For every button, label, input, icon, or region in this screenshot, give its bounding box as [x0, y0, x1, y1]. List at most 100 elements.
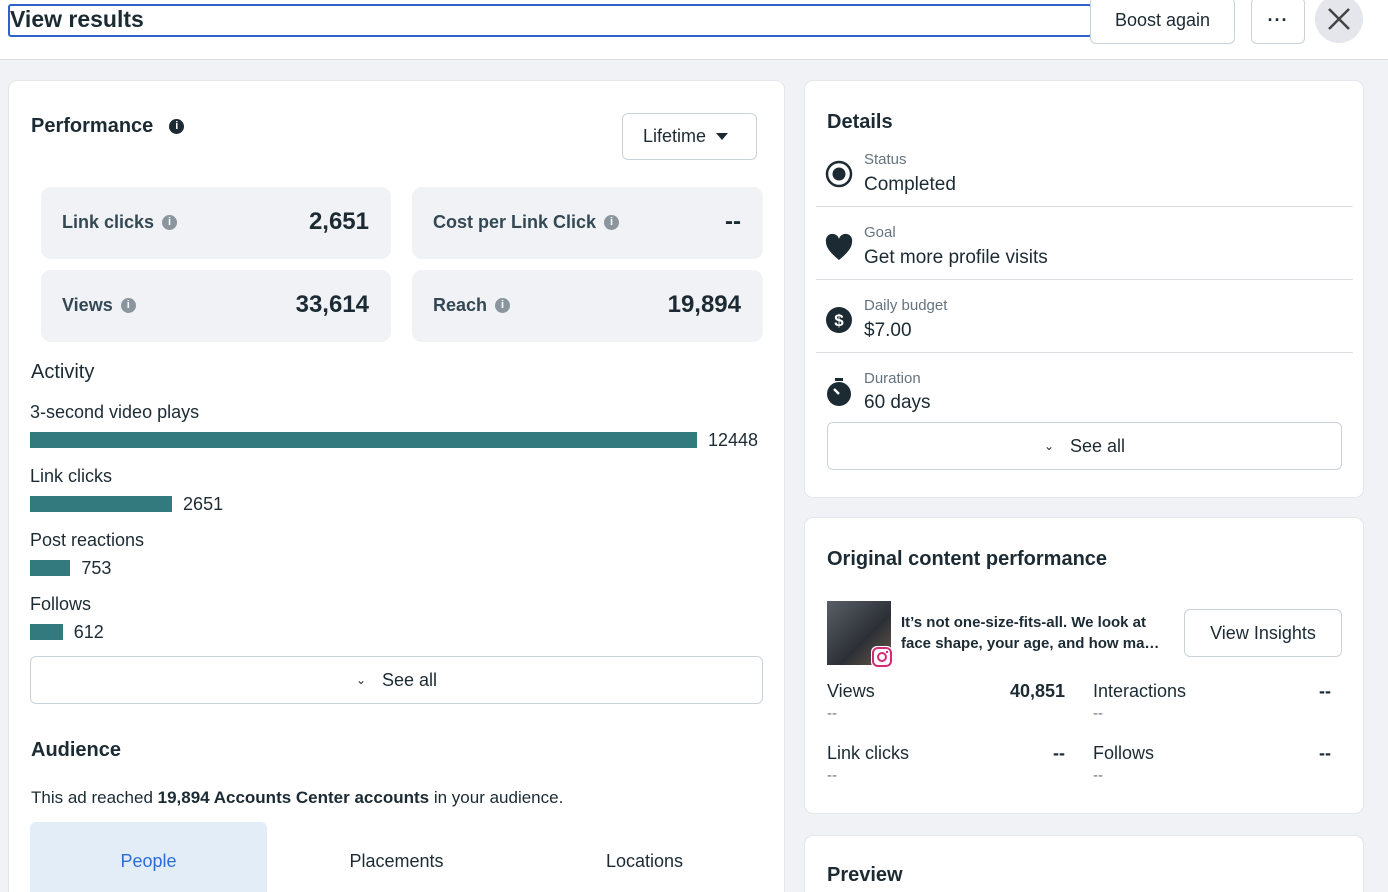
- divider: [816, 206, 1353, 207]
- metric-label-wrap: Cost per Link Click i: [433, 212, 620, 233]
- divider: [816, 279, 1353, 280]
- stat-sub: --: [1093, 705, 1103, 722]
- post-caption: It’s not one-size-fits-all. We look at f…: [901, 614, 1160, 652]
- detail-value: 60 days: [864, 392, 931, 413]
- detail-value: Get more profile visits: [864, 247, 1048, 268]
- metric-value: 19,894: [667, 291, 741, 318]
- stat-label: Interactions: [1093, 681, 1187, 701]
- activity-title: Activity: [31, 361, 95, 383]
- status-icon: [825, 160, 853, 188]
- stat-label: Follows: [1093, 743, 1155, 763]
- original-title: Original content performance: [827, 548, 1108, 570]
- stat-label: Views: [827, 681, 875, 701]
- see-all-button[interactable]: ⌄ See all: [30, 656, 763, 704]
- svg-text:$: $: [834, 311, 844, 330]
- see-all-button[interactable]: ⌄ See all: [827, 422, 1342, 470]
- detail-label: Duration: [864, 370, 921, 387]
- more-button[interactable]: ···: [1251, 0, 1305, 44]
- performance-title: Performance: [31, 115, 154, 137]
- metric-tile: Reach i 19,894: [412, 270, 763, 342]
- metric-value: 2,651: [308, 208, 369, 235]
- metric-label: Cost per Link Click: [433, 212, 597, 232]
- metric-value: 33,614: [295, 291, 369, 318]
- duration-icon: [827, 378, 851, 406]
- activity-bar: [30, 432, 697, 448]
- see-all-label: See all: [1070, 435, 1126, 456]
- stat-value: 40,851: [1009, 681, 1065, 701]
- original-card: [805, 518, 1363, 813]
- activity-bar: [30, 496, 173, 512]
- activity-value: 2651: [183, 494, 224, 514]
- audience-highlight: 19,894 Accounts Center accounts: [157, 788, 430, 807]
- close-icon: [1328, 8, 1350, 30]
- info-icon[interactable]: i: [162, 215, 178, 230]
- metric-tile: Cost per Link Click i --: [412, 187, 763, 259]
- details-title: Details: [827, 111, 893, 133]
- metric-label-wrap: Views i: [62, 295, 136, 316]
- page-title: View results: [10, 6, 144, 32]
- chevron-icon: ⌄: [1043, 439, 1054, 453]
- goal-icon: [825, 233, 853, 260]
- tab-label[interactable]: People: [120, 851, 177, 871]
- close-button[interactable]: [1315, 0, 1363, 43]
- detail-value: Completed: [864, 174, 956, 195]
- tab-label[interactable]: Locations: [605, 851, 684, 871]
- metric-tile: Link clicks i 2,651: [41, 187, 391, 259]
- stat-sub: --: [827, 767, 837, 784]
- preview-title: Preview: [827, 864, 903, 886]
- tab-label[interactable]: Placements: [349, 851, 444, 871]
- budget-icon: $: [826, 307, 852, 333]
- info-icon[interactable]: i: [495, 298, 511, 313]
- section-title: Performance i: [31, 115, 185, 138]
- audience-after: in your audience.: [433, 788, 564, 807]
- title-input[interactable]: [8, 4, 1092, 37]
- metric-tile: Views i 33,614: [41, 270, 391, 342]
- activity-label: Link clicks: [30, 466, 113, 486]
- tab-active[interactable]: [30, 822, 267, 892]
- period-dropdown[interactable]: Lifetime: [622, 113, 757, 160]
- divider: [816, 352, 1353, 353]
- metric-label: Reach: [433, 295, 488, 315]
- instagram-badge: [871, 646, 893, 668]
- period-label: Lifetime: [642, 126, 707, 146]
- detail-value: $7.00: [864, 320, 912, 341]
- audience-title: Audience: [31, 739, 122, 761]
- stat-value: --: [1053, 743, 1065, 763]
- metric-label: Views: [62, 295, 113, 315]
- metric-label-wrap: Reach i: [433, 295, 511, 316]
- info-icon[interactable]: i: [604, 215, 620, 230]
- activity-label: 3-second video plays: [30, 402, 200, 422]
- see-all-label: See all: [382, 669, 438, 690]
- stat: Interactions -- --: [1093, 681, 1331, 722]
- activity-bar: [30, 560, 71, 576]
- caret-icon: [716, 132, 729, 140]
- preview-card: [805, 836, 1363, 892]
- stat-value: --: [1319, 681, 1331, 701]
- stat-label: Link clicks: [827, 743, 910, 763]
- boost-button[interactable]: Boost again: [1090, 0, 1235, 44]
- stat-value: --: [1319, 743, 1331, 763]
- activity-bar: [30, 624, 63, 640]
- activity-label: Post reactions: [30, 530, 145, 550]
- insights-button[interactable]: View Insights: [1184, 609, 1342, 657]
- stat-sub: --: [827, 705, 837, 722]
- activity-value: 612: [73, 622, 104, 642]
- detail-label: Status: [864, 151, 907, 168]
- detail-label: Goal: [864, 224, 896, 241]
- metric-label: Link clicks: [62, 212, 155, 232]
- activity-label: Follows: [30, 594, 92, 614]
- info-icon[interactable]: i: [169, 119, 185, 134]
- activity-value: 12448: [708, 430, 759, 450]
- activity-value: 753: [81, 558, 112, 578]
- audience-before: This ad reached: [31, 788, 153, 807]
- audience-text: This ad reached 19,894 Accounts Center a…: [31, 788, 563, 808]
- metric-label-wrap: Link clicks i: [62, 212, 178, 233]
- stat: Link clicks -- --: [827, 743, 1065, 784]
- detail-label: Daily budget: [864, 297, 948, 314]
- info-icon[interactable]: i: [120, 298, 136, 313]
- stat: Views 40,851 --: [827, 681, 1065, 722]
- stat: Follows -- --: [1093, 743, 1331, 784]
- stat-sub: --: [1093, 767, 1103, 784]
